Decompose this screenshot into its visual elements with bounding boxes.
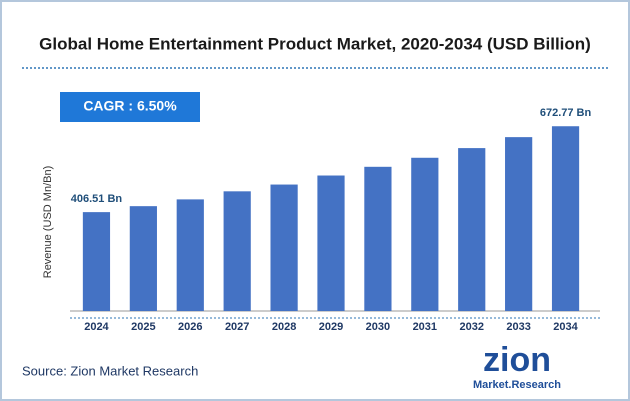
bar (270, 184, 298, 311)
bar (129, 206, 157, 311)
bar (364, 166, 392, 311)
bar (411, 157, 439, 311)
x-tick-label: 2024 (84, 321, 109, 333)
cagr-text: CAGR : 6.50% (83, 98, 177, 114)
chart-title: Global Home Entertainment Product Market… (39, 34, 591, 53)
bar (82, 212, 111, 311)
x-tick-label: 2031 (413, 321, 437, 333)
bar (176, 199, 204, 311)
x-tick-label: 2029 (319, 321, 343, 333)
x-tick-label: 2025 (131, 321, 155, 333)
logo-sub: Market.Research (473, 379, 561, 391)
bar (505, 137, 533, 311)
value-label: 406.51 Bn (71, 193, 123, 205)
source: Source: Zion Market Research (22, 363, 198, 378)
x-tick-label: 2033 (506, 321, 530, 333)
x-tick-label: 2030 (366, 321, 390, 333)
x-tick-label: 2026 (178, 321, 202, 333)
bar (551, 126, 580, 312)
x-tick-label: 2034 (553, 321, 578, 333)
bar (458, 148, 486, 311)
value-label: 672.77 Bn (540, 107, 592, 119)
x-tick-label: 2032 (459, 321, 483, 333)
cagr-badge (60, 92, 200, 122)
x-tick-label: 2028 (272, 321, 296, 333)
bar (223, 191, 251, 311)
bar (317, 175, 345, 311)
logo: zion (483, 341, 551, 379)
y-axis-label: Revenue (USD Mn/Bn) (42, 166, 54, 279)
x-tick-label: 2027 (225, 321, 249, 333)
